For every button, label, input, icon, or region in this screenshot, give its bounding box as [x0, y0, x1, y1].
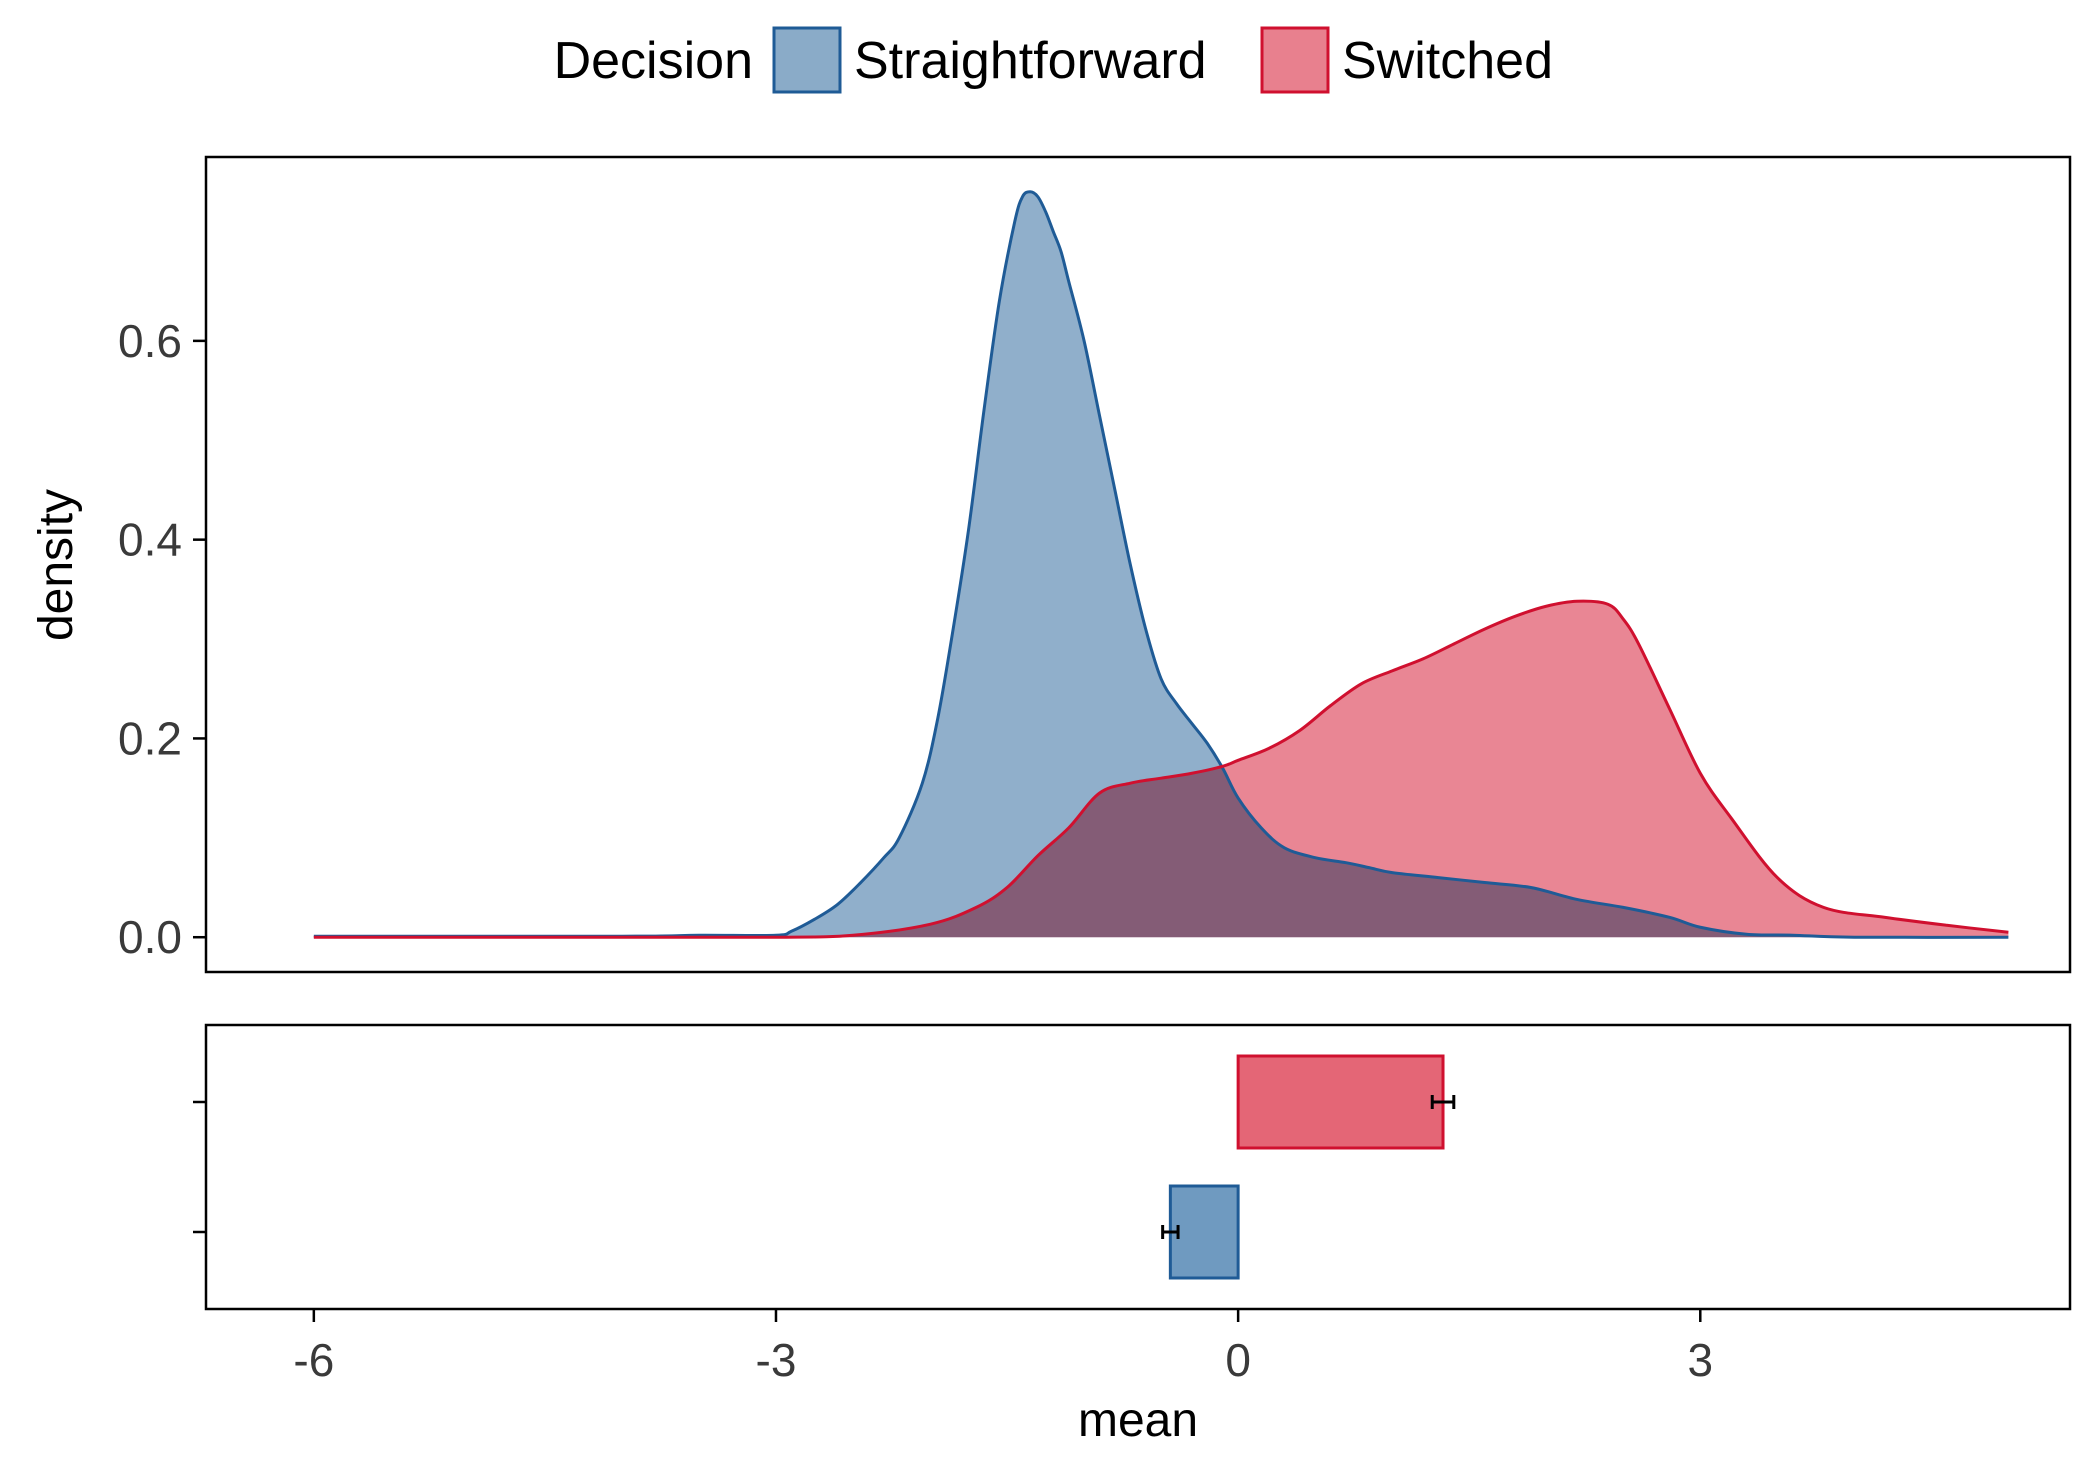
- density-area-switched: [313, 601, 2009, 938]
- y-tick-label-0-6: 0.6: [118, 315, 182, 367]
- density-panel: 0.0 0.2 0.4 0.6 density: [30, 155, 2072, 974]
- legend-swatch-straightforward: [772, 26, 842, 94]
- y-tick-label-0-2: 0.2: [118, 712, 182, 764]
- mean-bar-panel: -6 -3 0 3 mean: [193, 1023, 2072, 1447]
- x-tick-label-0: 0: [1225, 1334, 1251, 1386]
- mean-bar-straightforward: [1168, 1184, 1240, 1280]
- y-tick-label-0-4: 0.4: [118, 514, 182, 566]
- density-panel-frame: [204, 155, 2072, 974]
- x-axis-ticks: -6 -3 0 3: [293, 1309, 1713, 1386]
- density-line-switched: [313, 599, 2009, 939]
- x-tick-label--6: -6: [293, 1334, 334, 1386]
- mean-bar-layer: [1161, 1054, 1456, 1280]
- legend-swatch-switched: [1260, 26, 1330, 94]
- legend-label-straightforward: Straightforward: [854, 32, 1207, 90]
- mean-bar-panel-frame: [204, 1023, 2072, 1311]
- y-axis-title: density: [30, 489, 83, 641]
- error-bar-straightforward: [1161, 1225, 1180, 1239]
- y-tick-label-0-0: 0.0: [118, 911, 182, 963]
- density-line-straightforward: [313, 190, 2009, 939]
- y-axis-ticks: 0.0 0.2 0.4 0.6: [118, 315, 206, 963]
- legend-label-switched: Switched: [1342, 32, 1553, 90]
- density-layer: [313, 190, 2009, 939]
- legend-title: Decision: [554, 32, 753, 90]
- mean-bar-switched: [1236, 1054, 1445, 1150]
- legend: Decision Straightforward Switched: [554, 26, 1553, 94]
- x-axis-title: mean: [1078, 1394, 1198, 1447]
- x-tick-label--3: -3: [756, 1334, 797, 1386]
- x-tick-label-3: 3: [1687, 1334, 1713, 1386]
- error-bar-switched: [1430, 1095, 1456, 1109]
